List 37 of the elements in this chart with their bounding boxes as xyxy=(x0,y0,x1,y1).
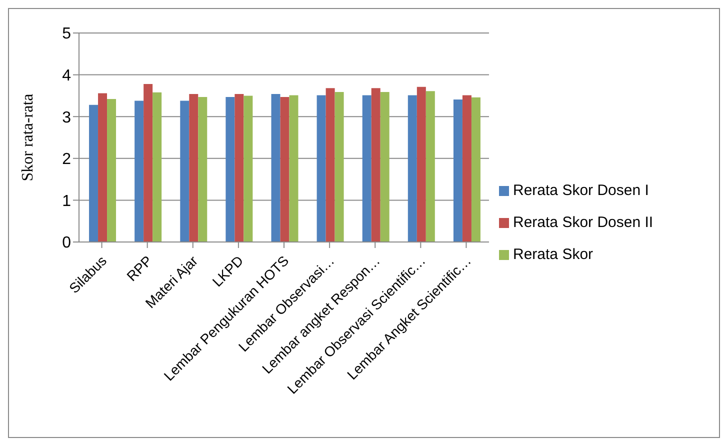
bar xyxy=(371,88,380,242)
bar xyxy=(426,91,435,242)
bar xyxy=(98,93,108,242)
bar xyxy=(152,92,162,242)
legend-label: Rerata Skor Dosen II xyxy=(513,214,654,231)
bar xyxy=(471,97,480,242)
bar xyxy=(189,94,198,242)
y-axis-title: Skor rata-rata xyxy=(20,94,37,182)
bar xyxy=(226,96,235,242)
bar xyxy=(280,96,290,242)
y-tick-label: 3 xyxy=(62,109,72,126)
bar xyxy=(416,86,426,242)
bar xyxy=(107,99,116,242)
bar xyxy=(316,95,326,242)
bar xyxy=(244,96,253,242)
bar xyxy=(380,92,390,242)
bar xyxy=(89,104,98,242)
y-tick-label: 0 xyxy=(62,234,72,252)
y-tick-label: 5 xyxy=(62,26,72,43)
bar xyxy=(362,95,372,242)
bar xyxy=(289,95,298,242)
y-tick-label: 2 xyxy=(62,151,72,168)
bar xyxy=(134,100,144,242)
bar xyxy=(334,92,344,242)
legend-label: Rerata Skor Dosen I xyxy=(513,182,649,199)
y-tick-label: 1 xyxy=(62,192,72,210)
bar xyxy=(462,95,472,242)
bar xyxy=(408,95,417,242)
bar xyxy=(144,84,153,242)
bar xyxy=(234,94,244,242)
bar xyxy=(198,96,208,242)
bar xyxy=(453,99,462,242)
legend-label: Rerata Skor xyxy=(513,246,594,263)
bar xyxy=(271,94,280,242)
y-tick-label: 4 xyxy=(62,67,72,84)
bar xyxy=(180,100,190,242)
bar xyxy=(326,88,335,242)
